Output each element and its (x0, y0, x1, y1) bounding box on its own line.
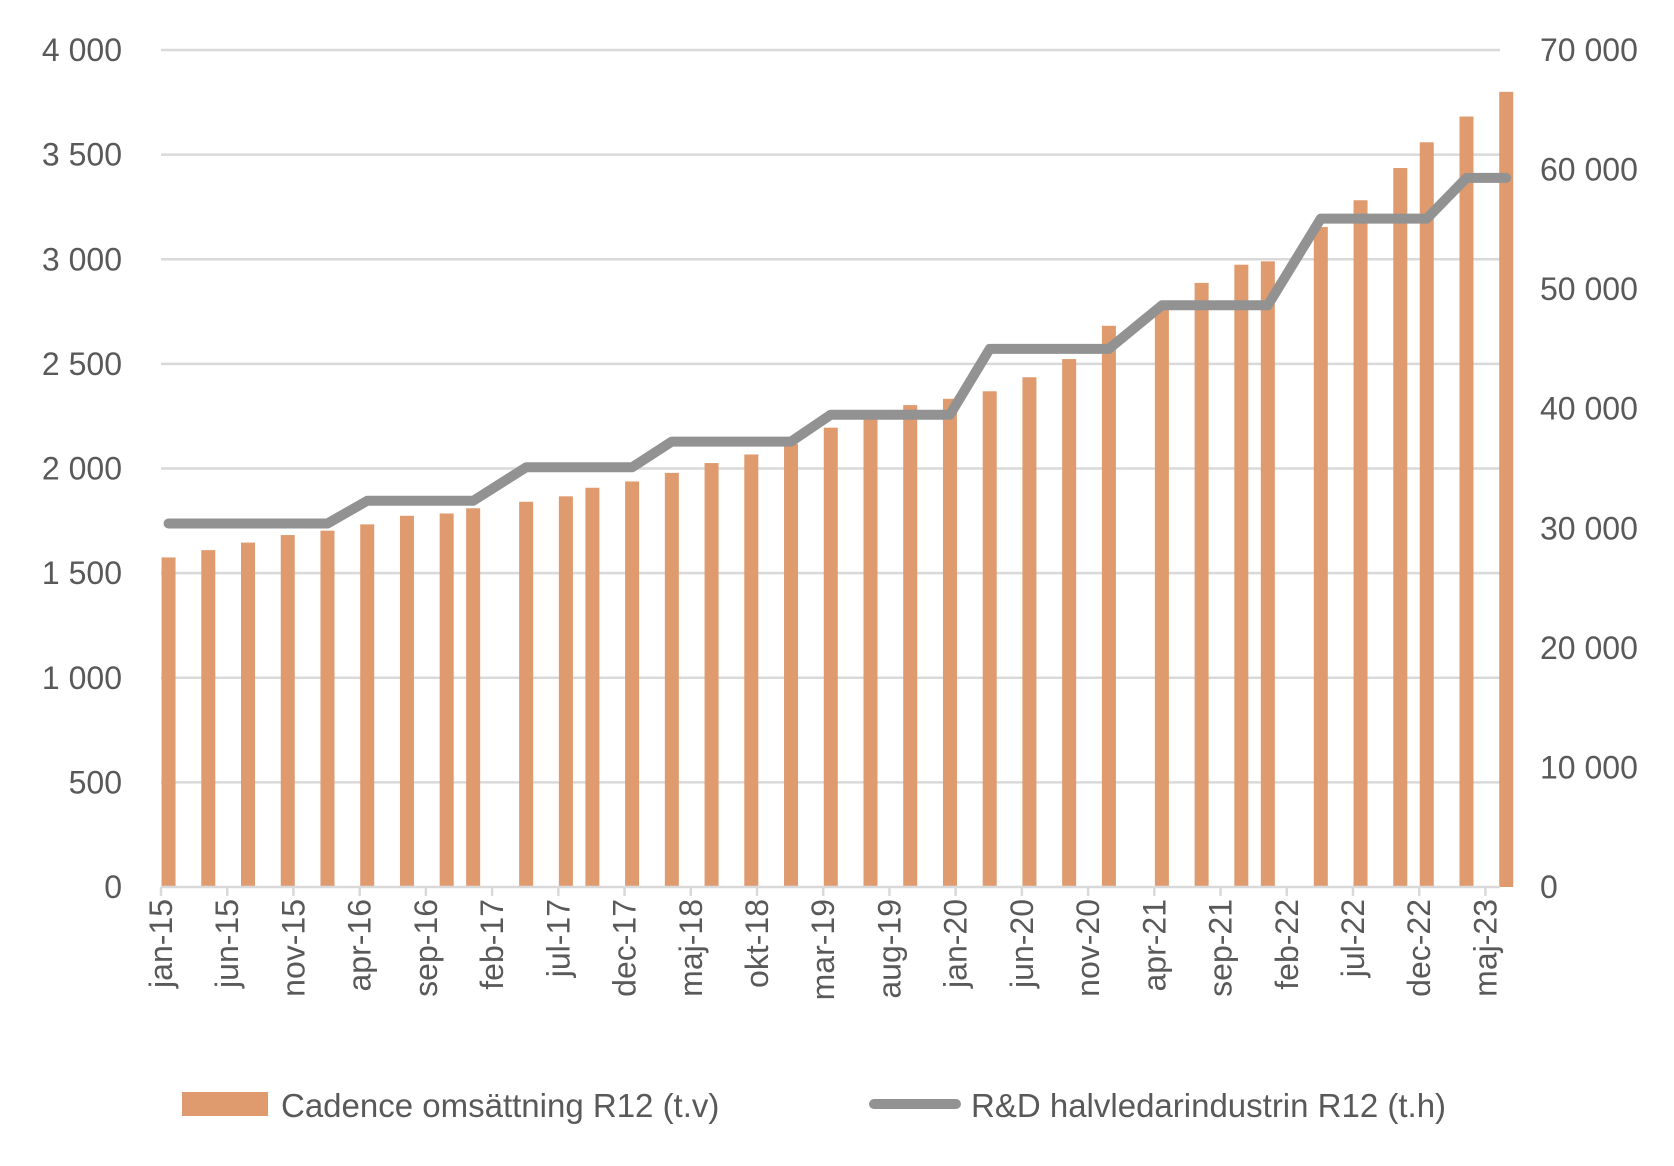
bar-jul-17 (558, 496, 573, 887)
bar-jun-23 (1499, 91, 1514, 888)
bar-jul-16 (399, 515, 414, 887)
bar-dec-20 (1101, 325, 1116, 887)
bar-okt-21 (1234, 264, 1249, 887)
bar-jun-20 (1022, 377, 1037, 887)
x-tick-label: maj-23 (1467, 899, 1503, 997)
line-series (163, 172, 1512, 529)
x-tick-label: jul-17 (540, 899, 576, 978)
x-tick-label: jun-15 (209, 899, 245, 989)
bar-sep-20 (1062, 359, 1077, 887)
bar-sep-18 (744, 454, 759, 887)
bar-dec-21 (1260, 261, 1275, 887)
y-right-tick-label: 10 000 (1540, 749, 1638, 785)
x-tick-label: jan-20 (938, 899, 974, 989)
bar-dec-22 (1419, 142, 1434, 888)
y-right-tick-label: 60 000 (1540, 152, 1638, 188)
bar-okt-16 (439, 513, 454, 887)
bar-jul-22 (1353, 200, 1368, 887)
bar-jun-18 (704, 463, 719, 887)
y-left-tick-label: 500 (69, 764, 122, 800)
y-left-tick-label: 2 500 (42, 346, 122, 382)
legend-label-line: R&D halvledarindustrin R12 (t.h) (971, 1087, 1446, 1124)
bar-dec-18 (784, 443, 799, 887)
bar-sep-17 (585, 487, 600, 887)
bar-apr-15 (201, 550, 216, 887)
bar-dec-19 (942, 398, 957, 887)
legend: Cadence omsättning R12 (t.v) R&D halvled… (182, 1087, 1446, 1124)
x-tick-label: apr-16 (342, 899, 378, 992)
bar-jul-15 (241, 542, 256, 887)
y-left-tick-label: 0 (104, 869, 122, 905)
y-right-tick-label: 70 000 (1540, 32, 1638, 68)
bar-dec-16 (466, 508, 481, 887)
bar-jul-21 (1194, 282, 1209, 887)
x-tick-label: jul-22 (1335, 899, 1371, 978)
x-tick-label: dec-22 (1401, 899, 1437, 997)
x-tick-label: dec-17 (607, 899, 643, 997)
bar-mar-20 (982, 391, 997, 887)
axes: 0 500 1 000 1 500 2 000 2 500 3 000 3 500 4 000 0… (42, 32, 1638, 1000)
bar-jan-15 (161, 557, 176, 887)
x-tick-label: jan-15 (143, 899, 179, 989)
y-right-tick-label: 0 (1540, 869, 1558, 905)
y-left-tick-label: 1 500 (42, 555, 122, 591)
bar-sep-19 (903, 405, 918, 887)
bar-okt-22 (1393, 168, 1408, 888)
x-tick-label: maj-18 (673, 899, 709, 997)
y-left-tick-label: 4 000 (42, 32, 122, 68)
bar-dec-17 (625, 481, 640, 887)
x-tick-label: nov-20 (1070, 899, 1106, 997)
y-right-tick-label: 40 000 (1540, 391, 1638, 427)
y-right-tick-label: 50 000 (1540, 271, 1638, 307)
x-tick-label: feb-17 (474, 899, 510, 990)
bar-jun-19 (863, 418, 878, 887)
bar-okt-15 (280, 535, 295, 887)
x-tick-label: apr-21 (1136, 899, 1172, 992)
x-tick-label: sep-16 (408, 899, 444, 997)
x-tick-label: nov-15 (275, 899, 311, 997)
x-tick-label: sep-21 (1203, 899, 1239, 997)
y-right-tick-label: 30 000 (1540, 510, 1638, 546)
y-left-tick-label: 2 000 (42, 451, 122, 487)
bar-jan-16 (320, 530, 335, 887)
y-left-tick-label: 1 000 (42, 660, 122, 696)
legend-swatch-bars (182, 1092, 268, 1116)
x-tick-label: mar-19 (805, 899, 841, 1000)
x-tick-label: aug-19 (871, 899, 907, 999)
legend-label-bars: Cadence omsättning R12 (t.v) (281, 1087, 719, 1124)
bar-apr-21 (1154, 306, 1169, 887)
bar-apr-16 (360, 524, 375, 887)
bar-series (161, 91, 1514, 888)
x-tick-label: feb-22 (1269, 899, 1305, 990)
bar-mar-23 (1459, 116, 1474, 887)
x-tick-label: okt-18 (739, 899, 775, 988)
bar-mar-18 (664, 472, 679, 887)
bar-apr-22 (1313, 227, 1328, 887)
x-tick-label: jun-20 (1004, 899, 1040, 989)
bar-apr-17 (519, 501, 534, 887)
bar-mar-19 (823, 427, 838, 887)
y-left-tick-label: 3 500 (42, 137, 122, 173)
y-right-tick-label: 20 000 (1540, 630, 1638, 666)
y-left-tick-label: 3 000 (42, 241, 122, 277)
